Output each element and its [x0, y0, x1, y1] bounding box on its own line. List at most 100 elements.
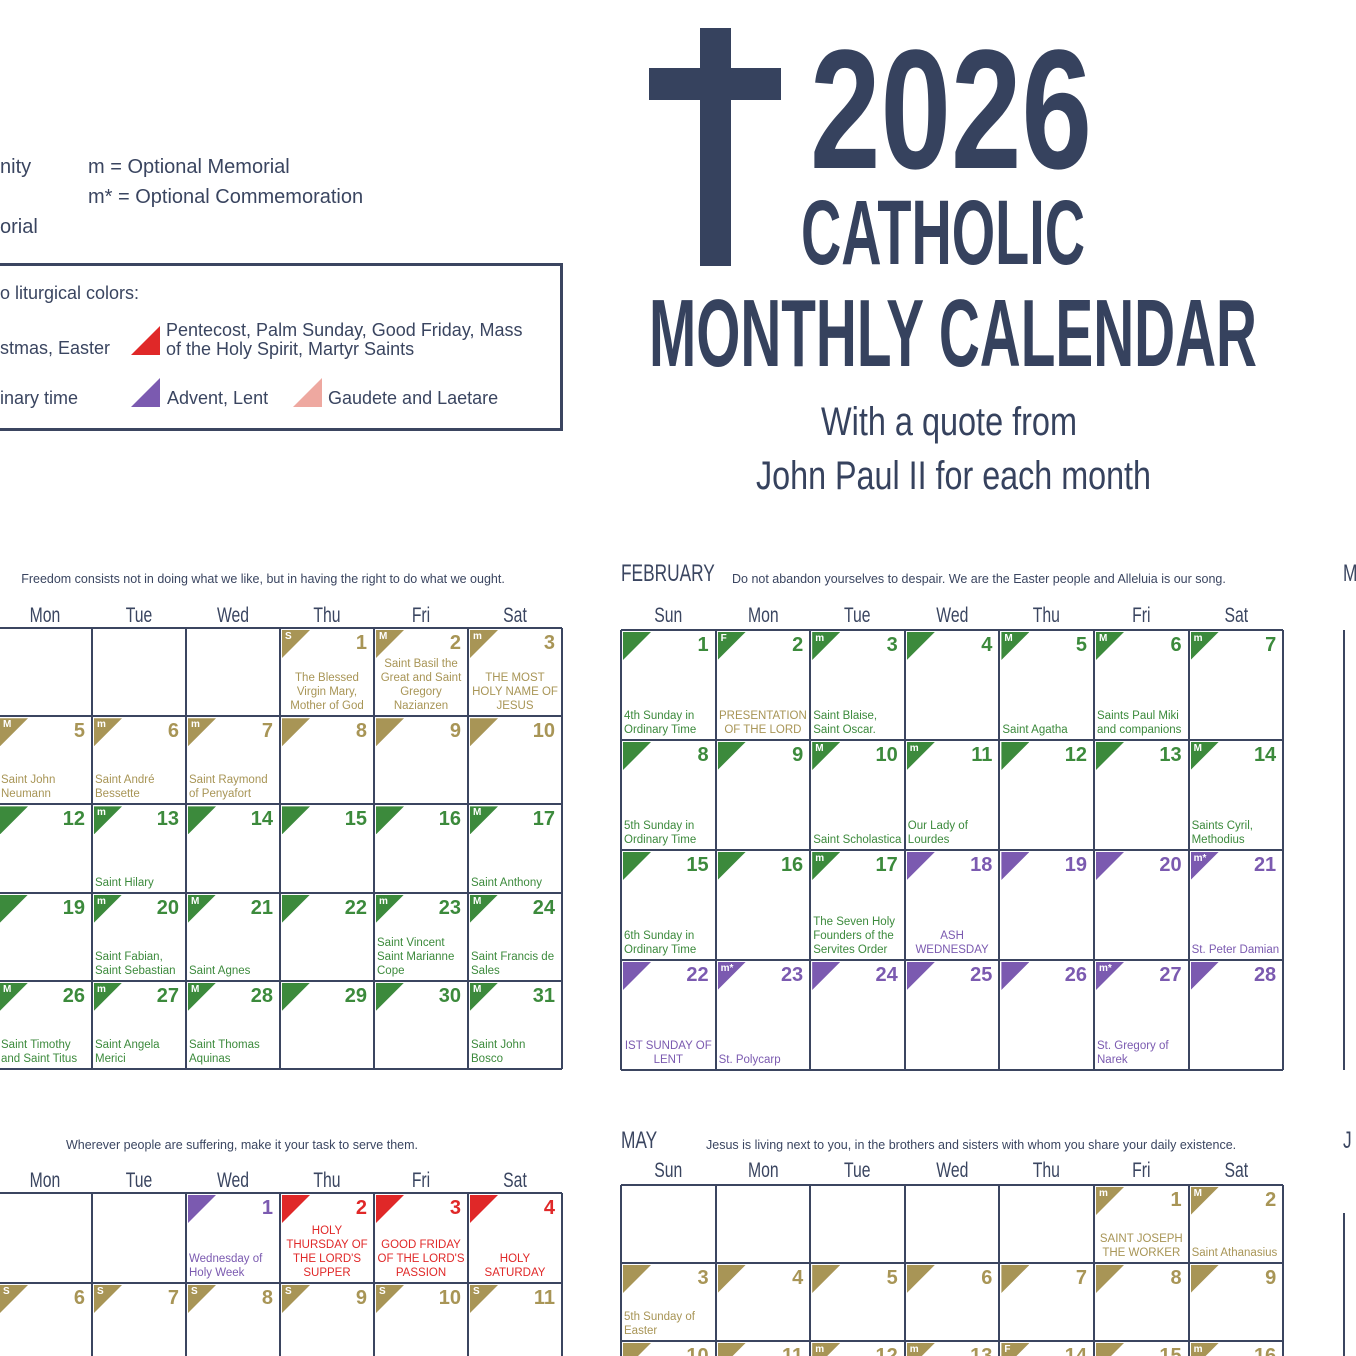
weekday: Thu	[1033, 1159, 1061, 1182]
rank-letter: M	[473, 895, 482, 907]
day-number: 7	[261, 720, 273, 743]
day-number: 11	[782, 1345, 804, 1356]
weekday: Mon	[29, 604, 61, 627]
day-cell: 29	[281, 982, 373, 1068]
day-cell: 8	[281, 717, 373, 803]
weekday: Thu	[1033, 604, 1061, 627]
color-marker	[188, 806, 216, 835]
day-number: 27	[156, 984, 179, 1007]
rank-letter: S	[285, 1286, 292, 1297]
grid-line	[621, 1340, 1284, 1342]
rank-letter: M	[379, 631, 388, 642]
day-number: 28	[250, 984, 273, 1007]
day-number: 11	[971, 744, 993, 766]
feast-text: Saint Vincent Saint Marianne Cope	[377, 936, 455, 977]
color-marker	[906, 632, 935, 660]
feast-text: Saint Thomas Aquinas	[189, 1038, 260, 1065]
feast-text: Saint Agatha	[1002, 724, 1068, 736]
color-marker	[1001, 1265, 1030, 1293]
day-number: 2	[792, 634, 804, 656]
day-cell: m 27 Saint Angela Merici	[93, 982, 185, 1068]
title-line: CATHOLIC	[801, 182, 1085, 284]
day-cell: 16	[717, 851, 810, 959]
grid-line	[809, 1185, 812, 1356]
rank-letter: F	[1004, 1344, 1011, 1355]
day-number: 8	[697, 744, 709, 766]
feast-text: Saint John Neumann	[1, 774, 56, 801]
day-cell: m* 27 St. Gregory of Narek	[1095, 961, 1188, 1069]
weekday: Sun	[654, 1159, 683, 1182]
day-number: 7	[1075, 1267, 1087, 1289]
rank-letter: m*	[1099, 963, 1112, 974]
day-number: 3	[449, 1197, 461, 1219]
grid-line	[1187, 1185, 1190, 1356]
day-number: 20	[1159, 854, 1182, 876]
day-cell: 28	[1190, 961, 1283, 1069]
day-number: 4	[792, 1267, 804, 1289]
day-number: 18	[970, 854, 993, 876]
day-cell: M 24 Saint Francis de Sales	[469, 894, 561, 980]
color-marker	[906, 852, 935, 880]
day-cell: 15	[281, 805, 373, 891]
day-cell: M 17 Saint Anthony	[469, 805, 561, 891]
day-number: 7	[167, 1287, 179, 1309]
weekday: Sat	[1224, 604, 1248, 627]
day-cell: 4 HOLY SATURDAY	[469, 1194, 561, 1282]
day-number: 8	[355, 720, 367, 743]
color-marker	[623, 1265, 651, 1293]
legend-text: Gaudete and Laetare	[328, 388, 499, 408]
day-cell: M 14 Saints Cyril, Methodius	[1190, 741, 1283, 849]
day-cell: 4	[906, 631, 999, 739]
weekday: Sun	[654, 604, 683, 627]
day-cell: m 12	[811, 1342, 904, 1356]
day-number: 9	[792, 744, 804, 766]
color-marker	[1096, 1343, 1124, 1356]
day-number: 1	[261, 1197, 273, 1219]
feast-text: IST SUNDAY OF LENT	[624, 1040, 712, 1066]
day-number: 16	[438, 808, 461, 831]
feast-text: 5th Sunday of Easter	[624, 1311, 695, 1337]
day-cell: 14	[187, 805, 279, 891]
day-number: 2	[355, 1197, 367, 1219]
day-cell: 1 4th Sunday in Ordinary Time	[622, 631, 715, 739]
rank-letter: m	[815, 633, 825, 644]
color-marker	[812, 1265, 841, 1293]
color-marker	[470, 718, 498, 747]
day-number: 2	[449, 632, 461, 654]
feast-text: Saint Athanasius	[1191, 1247, 1278, 1259]
day-cell: 16	[375, 805, 467, 891]
grid-line	[621, 1069, 1284, 1071]
day-number: 10	[532, 720, 555, 743]
day-number: 4	[981, 634, 993, 656]
day-number: 27	[1159, 964, 1182, 986]
feast-text: St. Peter Damian	[1191, 944, 1280, 956]
day-cell: 10	[622, 1342, 715, 1356]
day-cell: 3 5th Sunday of Easter	[622, 1264, 715, 1340]
day-cell: 13	[1095, 741, 1188, 849]
color-marker	[282, 1195, 310, 1223]
day-cell: 19	[1000, 851, 1093, 959]
feast-text: Saint Raymond of Penyafort	[189, 774, 268, 801]
feast-text: PRESENTATION OF THE LORD	[719, 710, 807, 736]
grid-line	[998, 1185, 1001, 1356]
day-cell: 12	[0, 805, 91, 891]
feast-text: Saint Anthony	[471, 876, 542, 889]
month-name: M	[1343, 560, 1356, 587]
rank-letter: M	[1193, 1188, 1202, 1199]
rank-letter: M	[191, 983, 200, 995]
day-cell: M 26 Saint Timothy and Saint Titus	[0, 982, 91, 1068]
day-number: 17	[532, 808, 555, 831]
feast-text: Wednesday of Holy Week	[189, 1253, 263, 1279]
weekday: Sat	[503, 1169, 527, 1192]
day-cell: M 21 Saint Agnes	[187, 894, 279, 980]
color-marker	[282, 718, 310, 747]
day-number: 13	[156, 808, 179, 831]
grid-line	[279, 628, 281, 1069]
day-number: 8	[261, 1287, 273, 1309]
rank-letter: S	[285, 631, 292, 642]
cross	[649, 68, 781, 100]
feast-text: HOLY SATURDAY	[484, 1253, 546, 1279]
feast-text: Saint Basil the Great and Saint Gregory …	[380, 658, 462, 713]
